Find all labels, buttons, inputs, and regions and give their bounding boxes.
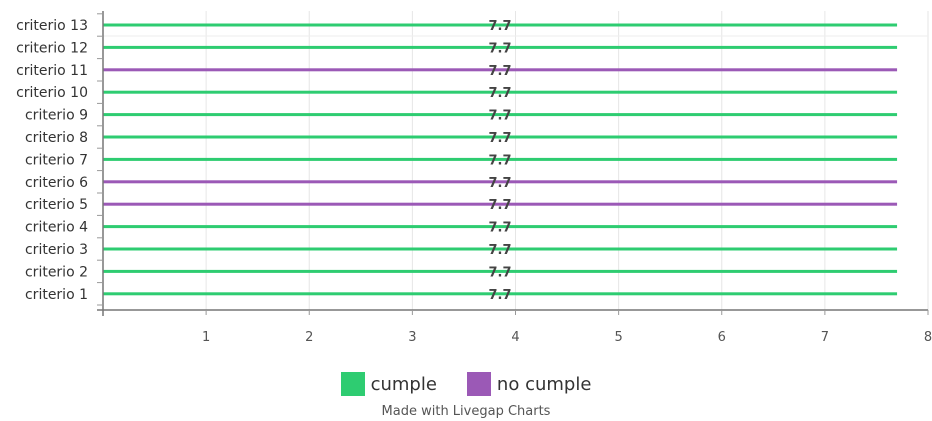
legend-swatch-no-cumple (466, 372, 491, 396)
bar-criterio-11 (103, 68, 898, 72)
data-label-criterio-7: 7.7 (488, 153, 511, 168)
bar-criterio-4 (103, 225, 898, 229)
legend-swatch-cumple (340, 372, 365, 396)
category-label-criterio-13: criterio 13 (16, 18, 88, 34)
category-label-criterio-12: criterio 12 (16, 40, 88, 56)
legend-item-no-cumple[interactable]: no cumple (466, 372, 592, 396)
bar-criterio-1 (103, 292, 898, 296)
legend-label-no-cumple: no cumple (496, 373, 592, 395)
category-label-criterio-3: criterio 3 (25, 242, 88, 258)
category-label-criterio-10: criterio 10 (16, 85, 88, 101)
category-label-criterio-6: criterio 6 (25, 175, 88, 191)
data-label-criterio-11: 7.7 (488, 64, 511, 79)
data-label-criterio-1: 7.7 (488, 288, 511, 303)
x-tick-label-6: 6 (718, 330, 726, 345)
category-label-criterio-11: criterio 11 (16, 63, 88, 79)
data-label-criterio-10: 7.7 (488, 86, 511, 101)
bar-criterio-3 (103, 247, 898, 251)
data-label-criterio-8: 7.7 (488, 131, 511, 146)
category-label-criterio-2: criterio 2 (25, 264, 88, 280)
bars (103, 23, 898, 296)
bar-criterio-9 (103, 113, 898, 117)
data-label-criterio-6: 7.7 (488, 176, 511, 191)
category-label-criterio-9: criterio 9 (25, 108, 88, 124)
category-label-criterio-8: criterio 8 (25, 130, 88, 146)
bar-criterio-5 (103, 202, 898, 206)
data-label-criterio-3: 7.7 (488, 243, 511, 258)
category-label-criterio-1: criterio 1 (25, 287, 88, 303)
bar-criterio-8 (103, 135, 898, 139)
bar-criterio-7 (103, 157, 898, 161)
data-label-criterio-2: 7.7 (488, 265, 511, 280)
category-label-criterio-5: criterio 5 (25, 197, 88, 213)
category-label-criterio-7: criterio 7 (25, 152, 88, 168)
x-tick-label-3: 3 (408, 330, 416, 345)
bar-criterio-2 (103, 269, 898, 273)
bar-criterio-13 (103, 23, 898, 27)
legend-item-cumple[interactable]: cumple (340, 372, 437, 396)
category-label-criterio-4: criterio 4 (25, 220, 88, 236)
bar-criterio-6 (103, 180, 898, 184)
x-tick-label-4: 4 (511, 330, 519, 345)
credit-text: Made with Livegap Charts (381, 404, 551, 419)
data-label-criterio-4: 7.7 (488, 221, 511, 236)
x-tick-label-5: 5 (614, 330, 622, 345)
bar-criterio-10 (103, 90, 898, 94)
bar-criterio-12 (103, 45, 898, 49)
x-tick-label-1: 1 (202, 330, 210, 345)
x-tick-label-2: 2 (305, 330, 313, 345)
axes (97, 11, 929, 316)
data-label-criterio-9: 7.7 (488, 109, 511, 124)
x-tick-label-7: 7 (821, 330, 829, 345)
data-label-criterio-5: 7.7 (488, 198, 511, 213)
legend: cumple no cumple (0, 372, 932, 396)
x-tick-label-8: 8 (924, 330, 932, 345)
data-label-criterio-12: 7.7 (488, 41, 511, 56)
data-label-criterio-13: 7.7 (488, 19, 511, 34)
legend-label-cumple: cumple (370, 373, 437, 395)
